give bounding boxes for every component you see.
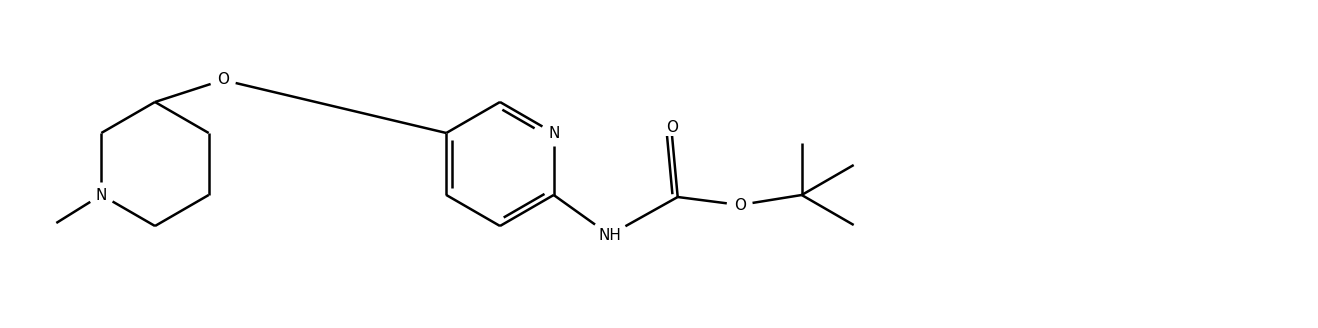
Text: N: N xyxy=(96,188,107,202)
Text: NH: NH xyxy=(598,228,621,242)
Text: O: O xyxy=(734,197,746,213)
Text: N: N xyxy=(548,126,559,140)
Text: O: O xyxy=(666,119,677,134)
Text: O: O xyxy=(217,72,229,88)
